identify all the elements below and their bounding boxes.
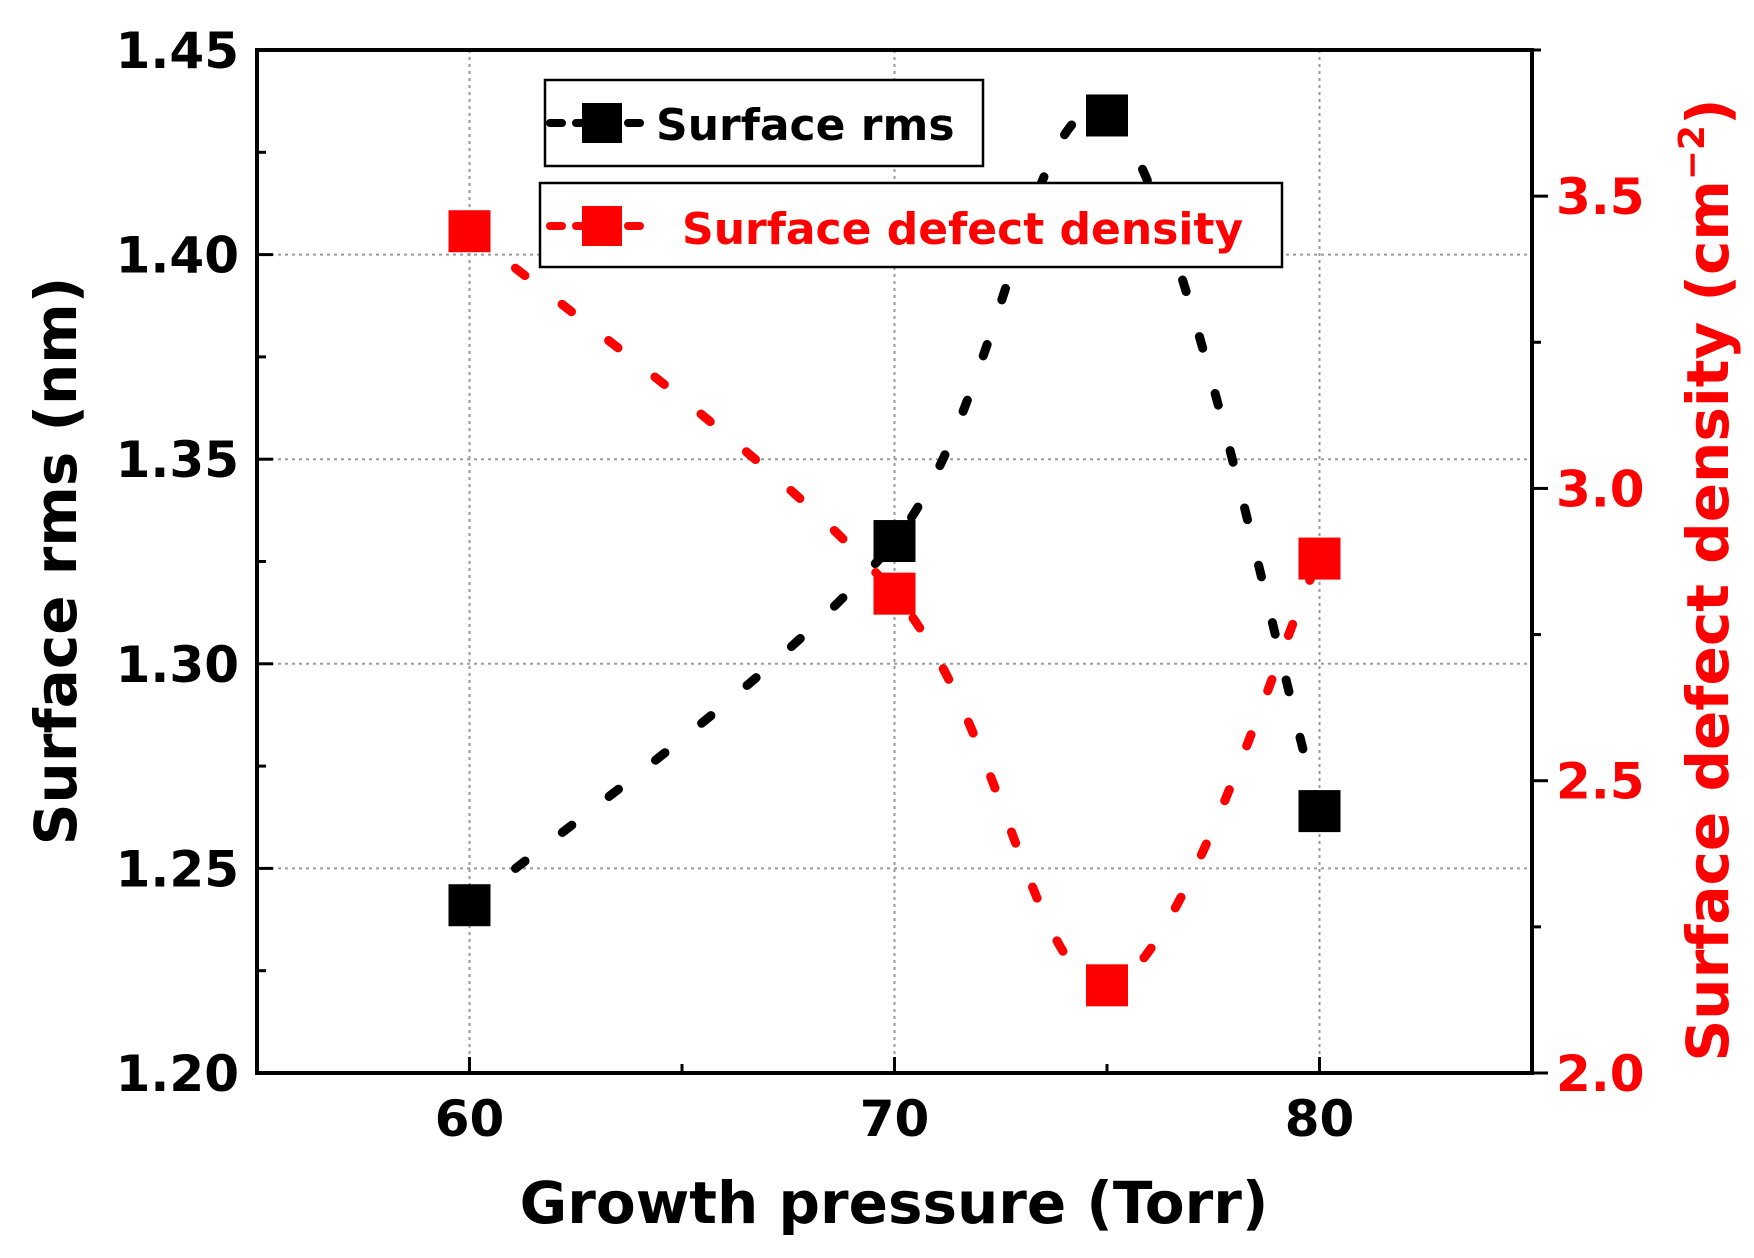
y-right-tick-label-2.5: 2.5 (1556, 753, 1645, 811)
y-left-tick-label-1.30: 1.30 (116, 636, 239, 694)
y-left-tick-label-1.45: 1.45 (116, 22, 239, 80)
tick-labels: 60 70 80 1.20 1.25 1.30 1.35 1.40 1.45 2.0 2.5 3.0 3… (116, 22, 1645, 1148)
legend-entry-surface-defect-density: Surface defect density (538, 181, 1284, 269)
legend-label-surface-rms: Surface rms (656, 100, 955, 151)
x-tick-label-60: 60 (435, 1090, 505, 1148)
right-y-axis-title-exponent: −2 (1672, 125, 1713, 180)
legend-label-surface-defect-density: Surface defect density (682, 204, 1243, 255)
legend: Surface rms Surface defect density (538, 78, 1284, 269)
y-left-tick-label-1.35: 1.35 (116, 431, 239, 489)
x-tick-label-70: 70 (860, 1090, 930, 1148)
legend-marker-surface-rms (582, 103, 622, 143)
y-left-tick-label-1.20: 1.20 (116, 1045, 239, 1103)
series-marker-surface-rms-60 (448, 884, 491, 927)
y-right-tick-label-2.0: 2.0 (1556, 1045, 1645, 1103)
legend-box-surface-defect-density (538, 181, 1284, 269)
x-axis-title: Growth pressure (Torr) (520, 1169, 1269, 1237)
right-y-axis-title-main: Surface defect density (cm (1674, 180, 1742, 1061)
y-right-tick-label-3.5: 3.5 (1556, 168, 1645, 226)
x-tick-label-80: 80 (1285, 1090, 1355, 1148)
series-marker-surface-defect-density-70 (873, 572, 916, 615)
left-y-axis-title: Surface rms (nm) (22, 277, 90, 845)
series-marker-surface-defect-density-80 (1298, 537, 1341, 580)
series-marker-surface-rms-70 (873, 520, 916, 563)
legend-marker-surface-defect-density (582, 206, 622, 246)
series-marker-surface-defect-density-60 (448, 210, 491, 253)
series-marker-surface-rms-75 (1086, 94, 1128, 137)
series-line-surface-defect-density (465, 226, 1324, 990)
right-y-axis-title-close: ) (1674, 98, 1742, 125)
right-y-axis-title: Surface defect density (cm−2) (1672, 98, 1742, 1061)
series-marker-surface-defect-density-75 (1086, 964, 1128, 1007)
y-left-tick-label-1.25: 1.25 (116, 840, 239, 898)
series-layer (448, 94, 1341, 1007)
y-right-tick-label-3.0: 3.0 (1556, 460, 1645, 518)
legend-entry-surface-rms: Surface rms (543, 78, 985, 168)
ticks (255, 48, 1548, 1075)
y-left-tick-label-1.40: 1.40 (116, 227, 239, 285)
series-marker-surface-rms-80 (1298, 790, 1341, 833)
